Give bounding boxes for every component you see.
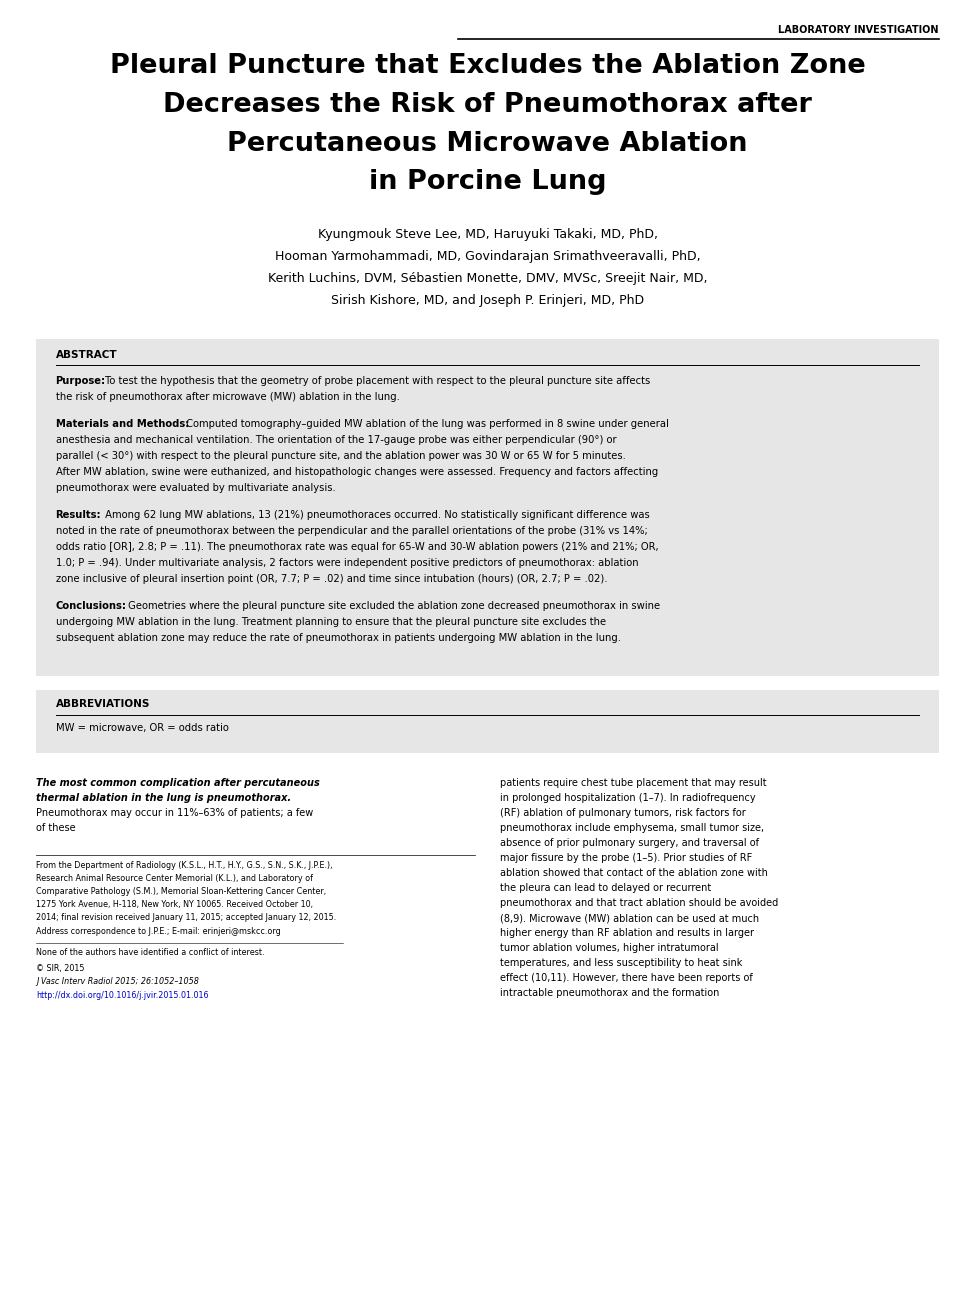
Text: Materials and Methods:: Materials and Methods: [56, 419, 189, 429]
Text: Hooman Yarmohammadi, MD, Govindarajan Srimathveeravalli, PhD,: Hooman Yarmohammadi, MD, Govindarajan Sr… [275, 251, 700, 264]
Text: the pleura can lead to delayed or recurrent: the pleura can lead to delayed or recurr… [500, 883, 711, 894]
Text: noted in the rate of pneumothorax between the perpendicular and the parallel ori: noted in the rate of pneumothorax betwee… [56, 526, 647, 536]
Text: ABBREVIATIONS: ABBREVIATIONS [56, 699, 150, 710]
Text: intractable pneumothorax and the formation: intractable pneumothorax and the formati… [500, 988, 720, 998]
Text: (RF) ablation of pulmonary tumors, risk factors for: (RF) ablation of pulmonary tumors, risk … [500, 809, 746, 818]
Text: To test the hypothesis that the geometry of probe placement with respect to the : To test the hypothesis that the geometry… [102, 376, 650, 386]
Text: Pneumothorax may occur in 11%–63% of patients; a few: Pneumothorax may occur in 11%–63% of pat… [36, 809, 313, 818]
Text: ABSTRACT: ABSTRACT [56, 350, 117, 360]
Text: in Porcine Lung: in Porcine Lung [369, 170, 606, 196]
Text: pneumothorax include emphysema, small tumor size,: pneumothorax include emphysema, small tu… [500, 823, 764, 834]
Text: tumor ablation volumes, higher intratumoral: tumor ablation volumes, higher intratumo… [500, 944, 719, 954]
Text: © SIR, 2015: © SIR, 2015 [36, 964, 85, 974]
Text: thermal ablation in the lung is pneumothorax.: thermal ablation in the lung is pneumoth… [36, 793, 292, 804]
Text: Sirish Kishore, MD, and Joseph P. Erinjeri, MD, PhD: Sirish Kishore, MD, and Joseph P. Erinje… [331, 295, 644, 308]
Text: http://dx.doi.org/10.1016/j.jvir.2015.01.016: http://dx.doi.org/10.1016/j.jvir.2015.01… [36, 990, 209, 1000]
Text: anesthesia and mechanical ventilation. The orientation of the 17-gauge probe was: anesthesia and mechanical ventilation. T… [56, 436, 616, 445]
Text: the risk of pneumothorax after microwave (MW) ablation in the lung.: the risk of pneumothorax after microwave… [56, 393, 400, 402]
Text: Geometries where the pleural puncture site excluded the ablation zone decreased : Geometries where the pleural puncture si… [125, 602, 660, 611]
Text: 1.0; P = .94). Under multivariate analysis, 2 factors were independent positive : 1.0; P = .94). Under multivariate analys… [56, 559, 639, 569]
Text: After MW ablation, swine were euthanized, and histopathologic changes were asses: After MW ablation, swine were euthanized… [56, 467, 658, 478]
Text: Pleural Puncture that Excludes the Ablation Zone: Pleural Puncture that Excludes the Ablat… [109, 52, 866, 78]
Text: Research Animal Resource Center Memorial (K.L.), and Laboratory of: Research Animal Resource Center Memorial… [36, 874, 313, 883]
Text: of these: of these [36, 823, 76, 834]
Text: MW = microwave, OR = odds ratio: MW = microwave, OR = odds ratio [56, 723, 228, 733]
Text: higher energy than RF ablation and results in larger: higher energy than RF ablation and resul… [500, 928, 754, 938]
Text: J Vasc Interv Radiol 2015; 26:1052–1058: J Vasc Interv Radiol 2015; 26:1052–1058 [36, 977, 199, 987]
Text: subsequent ablation zone may reduce the rate of pneumothorax in patients undergo: subsequent ablation zone may reduce the … [56, 633, 620, 643]
Text: in prolonged hospitalization (1–7). In radiofrequency: in prolonged hospitalization (1–7). In r… [500, 793, 756, 804]
Text: Comparative Pathology (S.M.), Memorial Sloan-Kettering Cancer Center,: Comparative Pathology (S.M.), Memorial S… [36, 887, 327, 897]
Text: None of the authors have identified a conflict of interest.: None of the authors have identified a co… [36, 949, 264, 957]
Text: major fissure by the probe (1–5). Prior studies of RF: major fissure by the probe (1–5). Prior … [500, 853, 753, 864]
Text: parallel (< 30°) with respect to the pleural puncture site, and the ablation pow: parallel (< 30°) with respect to the ple… [56, 452, 625, 462]
Text: pneumothorax were evaluated by multivariate analysis.: pneumothorax were evaluated by multivari… [56, 483, 335, 493]
Text: absence of prior pulmonary surgery, and traversal of: absence of prior pulmonary surgery, and … [500, 839, 759, 848]
Bar [36, 339, 939, 676]
Text: Purpose:: Purpose: [56, 376, 105, 386]
Text: pneumothorax and that tract ablation should be avoided: pneumothorax and that tract ablation sho… [500, 898, 778, 908]
Text: Decreases the Risk of Pneumothorax after: Decreases the Risk of Pneumothorax after [163, 91, 812, 117]
Text: Among 62 lung MW ablations, 13 (21%) pneumothoraces occurred. No statistically s: Among 62 lung MW ablations, 13 (21%) pne… [102, 510, 649, 521]
Text: temperatures, and less susceptibility to heat sink: temperatures, and less susceptibility to… [500, 958, 742, 968]
Text: 1275 York Avenue, H-118, New York, NY 10065. Received October 10,: 1275 York Avenue, H-118, New York, NY 10… [36, 900, 313, 910]
Text: effect (10,11). However, there have been reports of: effect (10,11). However, there have been… [500, 974, 753, 984]
Text: Computed tomography–guided MW ablation of the lung was performed in 8 swine unde: Computed tomography–guided MW ablation o… [183, 419, 669, 429]
Text: patients require chest tube placement that may result: patients require chest tube placement th… [500, 779, 766, 788]
Text: ablation showed that contact of the ablation zone with: ablation showed that contact of the abla… [500, 868, 768, 878]
Text: LABORATORY INVESTIGATION: LABORATORY INVESTIGATION [778, 25, 939, 35]
Text: The most common complication after percutaneous: The most common complication after percu… [36, 779, 320, 788]
Text: 2014; final revision received January 11, 2015; accepted January 12, 2015.: 2014; final revision received January 11… [36, 913, 336, 923]
Text: From the Department of Radiology (K.S.L., H.T., H.Y., G.S., S.N., S.K., J.P.E.),: From the Department of Radiology (K.S.L.… [36, 861, 332, 869]
Text: Results:: Results: [56, 510, 101, 521]
Text: (8,9). Microwave (MW) ablation can be used at much: (8,9). Microwave (MW) ablation can be us… [500, 913, 760, 924]
Text: undergoing MW ablation in the lung. Treatment planning to ensure that the pleura: undergoing MW ablation in the lung. Trea… [56, 617, 605, 628]
Text: zone inclusive of pleural insertion point (OR, 7.7; P = .02) and time since intu: zone inclusive of pleural insertion poin… [56, 574, 607, 585]
Text: Kerith Luchins, DVM, Sébastien Monette, DMV, MVSc, Sreejit Nair, MD,: Kerith Luchins, DVM, Sébastien Monette, … [268, 273, 707, 286]
Text: Conclusions:: Conclusions: [56, 602, 127, 611]
Text: Kyungmouk Steve Lee, MD, Haruyuki Takaki, MD, PhD,: Kyungmouk Steve Lee, MD, Haruyuki Takaki… [318, 228, 657, 241]
Text: Percutaneous Microwave Ablation: Percutaneous Microwave Ablation [227, 130, 748, 157]
Text: odds ratio [OR], 2.8; P = .11). The pneumothorax rate was equal for 65-W and 30-: odds ratio [OR], 2.8; P = .11). The pneu… [56, 543, 658, 552]
Bar [36, 689, 939, 753]
Text: Address correspondence to J.P.E.; E-mail: erinjeri@mskcc.org: Address correspondence to J.P.E.; E-mail… [36, 927, 281, 936]
